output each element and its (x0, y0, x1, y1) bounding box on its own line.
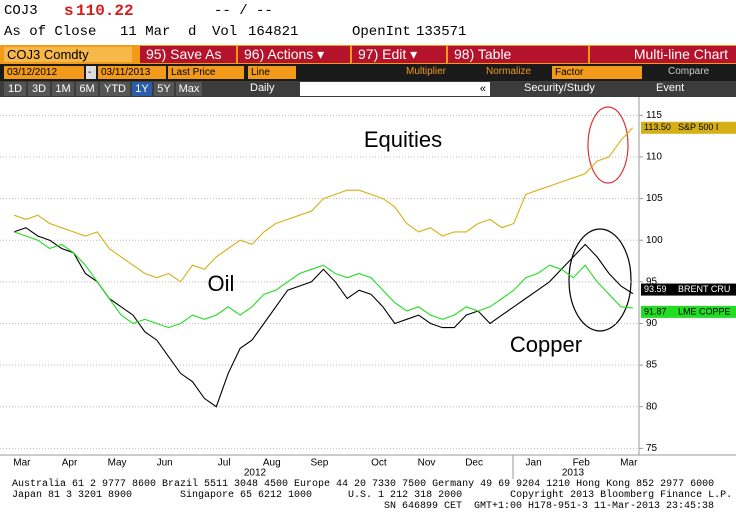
legend-value: 91.87 (644, 306, 667, 316)
oi: 133571 (416, 24, 467, 40)
period-button[interactable]: 6M (76, 82, 98, 96)
style[interactable]: Line (248, 66, 296, 79)
period-button[interactable]: Max (176, 82, 202, 96)
legend-value: 113.50 (644, 122, 671, 132)
button[interactable]: 96) Actions ▾ (238, 46, 350, 63)
security-study[interactable]: Security/Study (524, 82, 595, 94)
x-tick-label: Nov (418, 458, 436, 469)
annotation: Equities (364, 127, 442, 152)
year-label: 2013 (562, 468, 585, 479)
x-tick-label: May (108, 458, 127, 469)
legend-name: LME COPPE (678, 306, 731, 316)
field[interactable]: Last Price (168, 66, 244, 79)
vol-label: Vol (212, 24, 238, 40)
x-tick-label: Jul (218, 458, 231, 469)
legend-value: 93.59 (644, 284, 667, 294)
change: -- / -- (214, 3, 273, 19)
multiplier[interactable]: Multiplier (406, 66, 447, 77)
x-tick-label: Mar (620, 458, 638, 469)
x-tick-label: Jun (157, 458, 173, 469)
period-button[interactable]: 1M (52, 82, 74, 96)
y-tick-label: 110 (646, 152, 662, 163)
y-tick-label: 100 (646, 235, 663, 246)
legend-name: BRENT CRU (678, 284, 730, 294)
y-tick-label: 95 (646, 276, 658, 287)
button[interactable]: 97) Edit ▾ (352, 46, 446, 63)
period-button[interactable]: 5Y (154, 82, 174, 96)
security-box[interactable]: COJ3 Comdty (4, 47, 132, 62)
dash: - (86, 66, 96, 79)
x-tick-label: Sep (311, 458, 329, 469)
period-button[interactable]: 1Y (132, 82, 152, 96)
period-button[interactable]: YTD (100, 82, 130, 96)
frequency[interactable]: Daily (250, 82, 275, 94)
vol: 164821 (248, 24, 299, 40)
end-date[interactable]: 03/11/2013 (98, 66, 166, 79)
x-tick-label: Mar (13, 458, 31, 469)
series-line (13, 127, 634, 283)
footer-line: SN 646899 CET GMT+1:00 H178-951-3 11-Mar… (384, 501, 715, 512)
y-tick-label: 90 (646, 318, 658, 329)
date: 11 Mar (120, 24, 171, 40)
series-line (13, 231, 633, 329)
compare[interactable]: Compare (668, 66, 710, 77)
x-tick-label: Feb (573, 458, 591, 469)
highlight-circle (587, 106, 629, 184)
price: 110.22 (76, 2, 134, 20)
footer-line: Australia 61 2 9777 8600 Brazil 5511 304… (12, 479, 715, 490)
x-tick-label: Aug (263, 458, 281, 469)
legend-tag (641, 305, 736, 318)
d: d (188, 24, 197, 40)
y-tick-label: 105 (646, 193, 663, 204)
period-button[interactable]: 1D (4, 82, 26, 96)
button[interactable]: 98) Table (448, 46, 588, 63)
oi-label: OpenInt (352, 24, 411, 40)
event[interactable]: Event (656, 82, 685, 94)
chart: 75 80 85 90 95 100 105 110 115 Mar Apr May Jun Jul Aug… (0, 97, 736, 480)
view-title: Multi-line Chart (590, 46, 736, 63)
price-symbol: s (64, 2, 74, 20)
legend-tag (641, 121, 736, 134)
y-tick-label: 115 (646, 110, 662, 121)
legend-tag (641, 283, 736, 296)
normalize[interactable]: Normalize (486, 66, 532, 77)
as-of: As of Close (4, 24, 97, 40)
period-button[interactable]: 3D (28, 82, 50, 96)
ticker: COJ3 (4, 3, 38, 19)
year-label: 2012 (244, 468, 267, 479)
x-tick-label: Jan (526, 458, 542, 469)
annotation: Oil (208, 271, 235, 296)
series-line (13, 227, 634, 408)
y-tick-label: 80 (646, 401, 658, 412)
annotation: Copper (510, 332, 582, 357)
arrow[interactable]: « (300, 82, 490, 96)
x-tick-label: Dec (465, 458, 483, 469)
y-tick-label: 85 (646, 360, 658, 371)
chart-bg (0, 97, 736, 480)
y-tick-label: 75 (646, 443, 658, 454)
legend-name: S&P 500 I (678, 122, 718, 132)
x-tick-label: Apr (62, 458, 78, 469)
factor[interactable]: Factor (552, 66, 642, 79)
button[interactable]: 95) Save As (140, 46, 236, 63)
x-tick-label: Oct (371, 458, 387, 469)
start-date[interactable]: 03/12/2012 (4, 66, 84, 79)
footer-line: Japan 81 3 3201 8900 Singapore 65 6212 1… (12, 490, 733, 501)
highlight-circle (568, 228, 632, 332)
